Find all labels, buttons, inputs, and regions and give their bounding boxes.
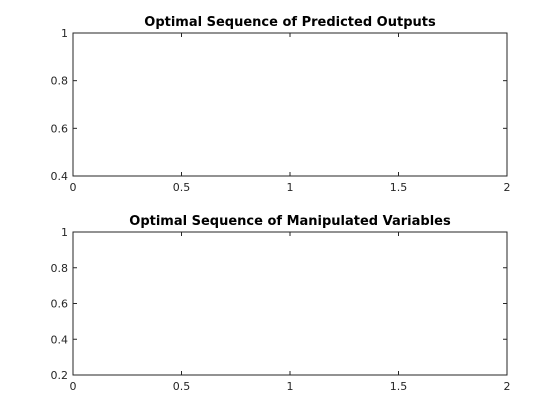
predicted-outputs-y-tick-label: 0.8 — [51, 75, 69, 88]
predicted-outputs-y-tick-label: 0.6 — [51, 122, 69, 135]
manipulated-variables-x-tick-label: 1 — [287, 380, 294, 393]
manipulated-variables-x-tick-label: 0 — [70, 380, 77, 393]
manipulated-variables-x-tick-label: 1.5 — [390, 380, 408, 393]
predicted-outputs-axes-box — [72, 32, 508, 177]
manipulated-variables-x-tick-label: 0.5 — [173, 380, 191, 393]
manipulated-variables-axes-box — [72, 231, 508, 376]
manipulated-variables-title: Optimal Sequence of Manipulated Variable… — [129, 214, 451, 229]
predicted-outputs-y-tick-label: 0.4 — [51, 170, 69, 183]
manipulated-variables-y-tick-label: 0.2 — [51, 369, 69, 382]
predicted-outputs-x-tick-label: 0.5 — [173, 181, 191, 194]
predicted-outputs-title: Optimal Sequence of Predicted Outputs — [144, 15, 436, 30]
manipulated-variables-y-tick-label: 1 — [61, 226, 68, 239]
manipulated-variables-plot: 0 0.5 1 1.5 2 0.2 0.4 0.6 0.8 1 Optimal Sequence o… — [51, 214, 511, 393]
manipulated-variables-x-tick-label: 2 — [504, 380, 511, 393]
manipulated-variables-y-tick-label: 0.4 — [51, 333, 69, 346]
manipulated-variables-y-tick-label: 0.6 — [51, 298, 69, 311]
predicted-outputs-x-tick-label: 2 — [504, 181, 511, 194]
predicted-outputs-y-tick-label: 1 — [61, 27, 68, 40]
manipulated-variables-y-tick-label: 0.8 — [51, 262, 69, 275]
predicted-outputs-plot: 0 0.5 1 1.5 2 0.4 0.6 0.8 1 Optimal Sequence of P… — [51, 15, 511, 194]
predicted-outputs-x-tick-label: 1.5 — [390, 181, 408, 194]
predicted-outputs-x-tick-label: 0 — [70, 181, 77, 194]
predicted-outputs-x-tick-label: 1 — [287, 181, 294, 194]
